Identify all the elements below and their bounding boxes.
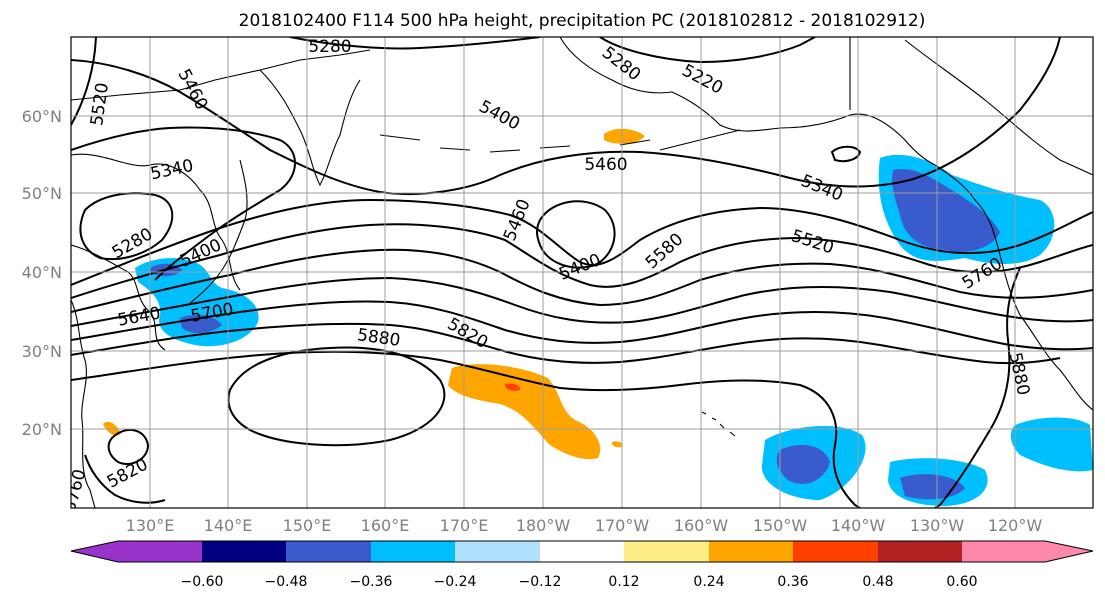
lon-label: 140°E: [204, 516, 253, 535]
colorbar-tick-label: −0.12: [519, 574, 562, 590]
colorbar-tick-label: −0.36: [350, 574, 393, 590]
precip-positive-bering: [604, 128, 645, 144]
colorbar-cell: [709, 541, 793, 562]
colorbar-tick-label: −0.24: [434, 574, 477, 590]
contour-label: 5280: [308, 37, 351, 57]
coast-asia: [71, 49, 371, 508]
contour-5760: [71, 322, 1061, 365]
colorbar-tick-label: −0.48: [265, 574, 308, 590]
map-grid: [71, 37, 1093, 508]
contour-5340: [71, 126, 296, 281]
precip-negative-japan-core: [150, 263, 222, 334]
contour-5460-north: [71, 37, 1061, 195]
coast-alaska: [559, 37, 936, 166]
contour-5520: [71, 223, 1093, 299]
lat-label: 50°N: [22, 184, 62, 203]
coast-japan: [187, 159, 248, 306]
height-contours: [71, 37, 1093, 508]
lon-label: 180°W: [516, 516, 571, 535]
colorbar-tick-label: 0.48: [862, 574, 893, 590]
colorbar-cell: [540, 541, 624, 562]
contour-5820-sw: [84, 454, 166, 504]
coastlines: [71, 37, 1093, 508]
precip-positive-core: [505, 383, 521, 391]
lon-label: 130°E: [126, 516, 175, 535]
contour-label: 5460: [584, 155, 627, 175]
colorbar-tick-label: 0.12: [608, 574, 639, 590]
colorbar-tick-label: 0.60: [946, 574, 977, 590]
colorbar-cell: [624, 541, 709, 562]
contour-5340-ne: [599, 37, 816, 64]
colorbar-cell: [202, 541, 286, 562]
lon-label: 170°W: [595, 516, 650, 535]
precip-positive-central-pacific: [448, 364, 601, 460]
contour-5220-low: [107, 429, 150, 465]
colorbar-tick-labels: −0.60 −0.48 −0.36 −0.24 −0.12 0.12 0.24 …: [181, 574, 978, 590]
contour-5880-east: [934, 267, 1021, 508]
colorbar-cell: [71, 541, 202, 562]
colorbar-tick-label: −0.60: [181, 574, 224, 590]
coast-hawaii: [701, 411, 736, 437]
lon-label: 160°W: [674, 516, 729, 535]
contour-5580: [71, 248, 1093, 313]
precip-negative-east-pacific: [761, 417, 1093, 506]
latitude-labels: 60°N 50°N 40°N 30°N 20°N: [22, 107, 62, 439]
lon-label: 150°W: [753, 516, 808, 535]
map-panel: 5280 5280 5220 5460 5520 5400 5340 5460 …: [70, 36, 1094, 509]
lon-label: 130°W: [910, 516, 965, 535]
lon-label: 120°W: [988, 516, 1043, 535]
colorbar-tick-label: 0.36: [777, 574, 808, 590]
colorbar-cell: [878, 541, 962, 562]
colorbar-cell: [371, 541, 455, 562]
lon-label: 140°W: [831, 516, 886, 535]
coast-north-america: [849, 37, 1093, 411]
colorbar-cell: [962, 541, 1093, 562]
colorbar-cell: [286, 541, 371, 562]
lat-label: 60°N: [22, 107, 62, 126]
contour-5880-high: [227, 346, 446, 447]
lon-label: 150°E: [283, 516, 332, 535]
colorbar-cell: [455, 541, 540, 562]
coast-aleutians: [379, 129, 741, 153]
contour-5640: [71, 276, 1093, 327]
longitude-labels: 130°E 140°E 150°E 160°E 170°E 180°W 170°…: [126, 516, 1043, 535]
lon-label: 170°E: [440, 516, 489, 535]
contour-5520-nw: [71, 37, 97, 126]
colorbar-tick-label: 0.24: [693, 574, 724, 590]
contour-5400: [71, 198, 1093, 286]
lat-label: 40°N: [22, 263, 62, 282]
coast-kamchatka: [259, 69, 361, 187]
colorbar-cell: [793, 541, 878, 562]
map-title: 2018102400 F114 500 hPa height, precipit…: [239, 11, 926, 31]
contour-5820: [71, 350, 861, 508]
colorbar-cells: [71, 541, 1093, 562]
contour-5700: [71, 300, 1093, 351]
precip-negative-east-pacific-core: [776, 444, 965, 500]
map-frame: [70, 36, 1094, 509]
lat-label: 20°N: [22, 420, 62, 439]
lon-label: 160°E: [361, 516, 410, 535]
precip-negative-pnw-core: [892, 169, 1000, 252]
colorbar: −0.60 −0.48 −0.36 −0.24 −0.12 0.12 0.24 …: [70, 540, 1094, 590]
contour-5460-small: [830, 145, 862, 163]
colorbar-outline: [70, 540, 1094, 563]
contour-5280-north: [289, 37, 541, 50]
lat-label: 30°N: [22, 342, 62, 361]
